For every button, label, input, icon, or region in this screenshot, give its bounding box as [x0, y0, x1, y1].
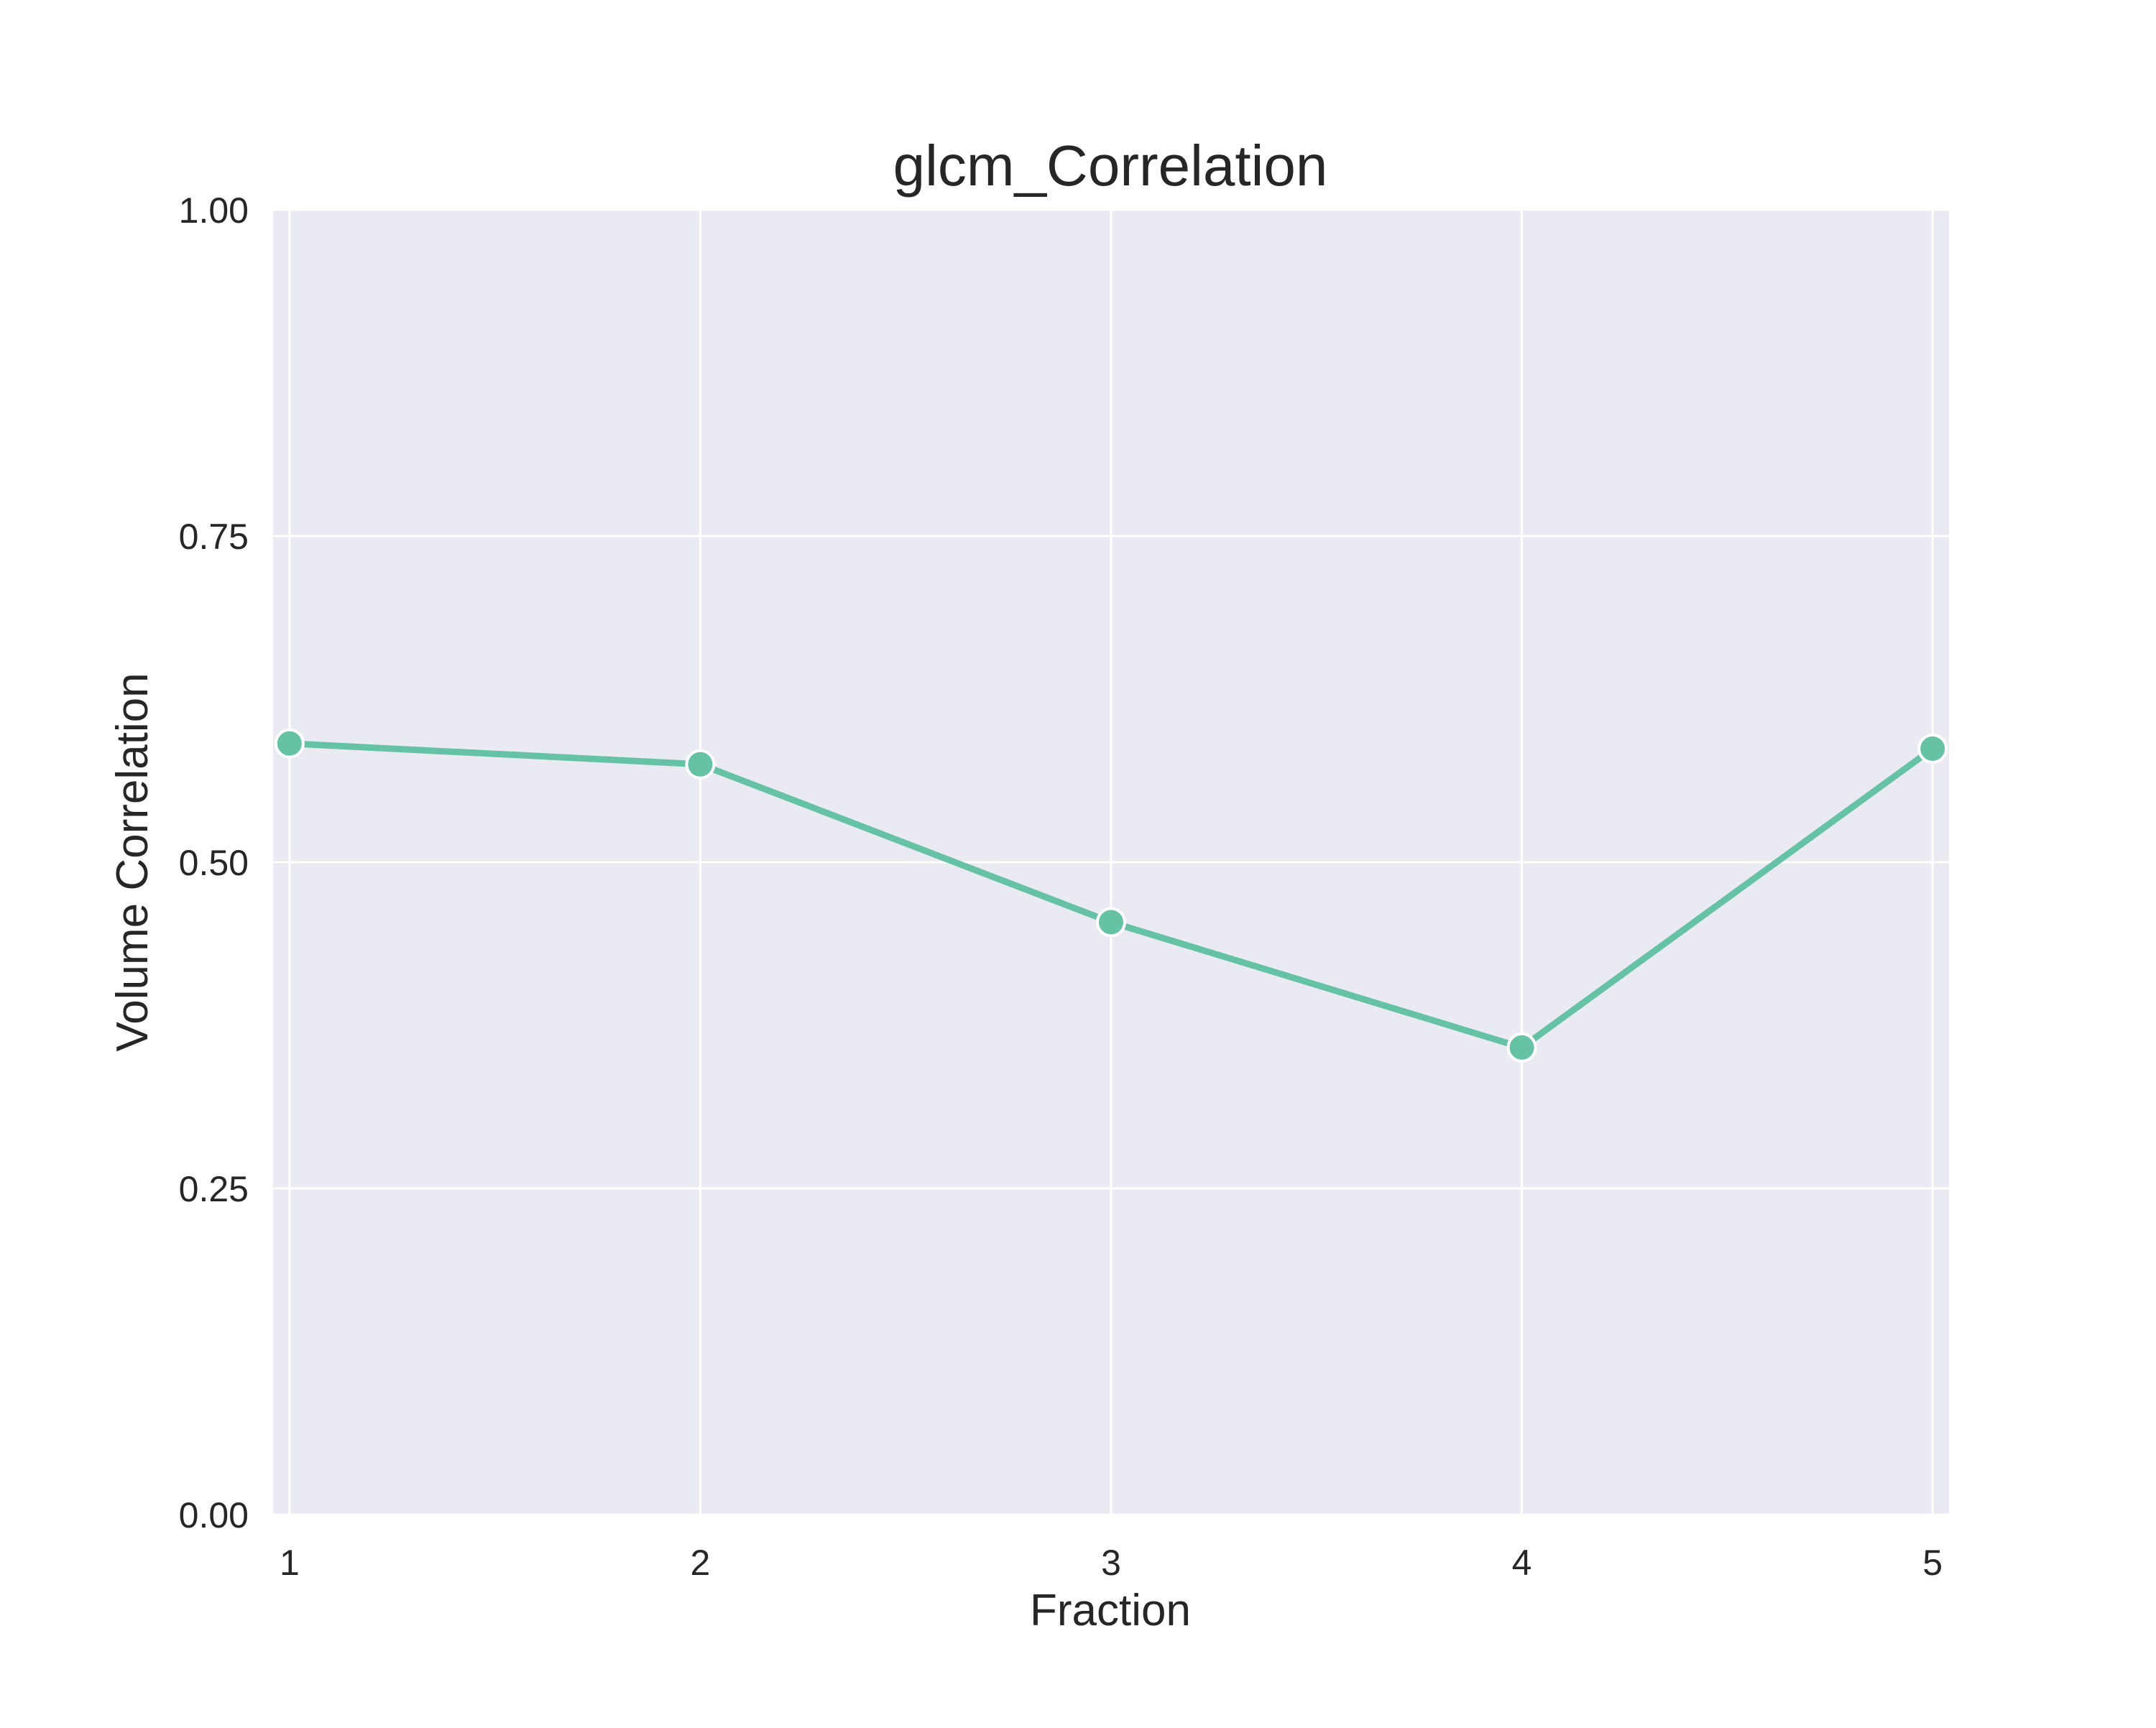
y-axis-label: Volume Correlation — [108, 673, 157, 1051]
y-tick-label: 0.00 — [179, 1495, 249, 1535]
data-point — [1506, 1032, 1537, 1063]
chart-title: glcm_Correlation — [893, 134, 1328, 198]
data-point — [685, 749, 716, 780]
x-tick-label: 1 — [280, 1543, 300, 1583]
x-tick-labels: 1 2 3 4 5 — [280, 1543, 1943, 1583]
x-tick-label: 3 — [1101, 1543, 1121, 1583]
data-point — [1917, 734, 1948, 764]
x-tick-label: 5 — [1922, 1543, 1943, 1583]
y-tick-labels: 0.00 0.25 0.50 0.75 1.00 — [179, 190, 249, 1535]
x-axis-label: Fraction — [1030, 1586, 1191, 1635]
data-point — [1096, 907, 1126, 938]
x-tick-label: 4 — [1512, 1543, 1532, 1583]
x-tick-label: 2 — [691, 1543, 711, 1583]
y-tick-label: 0.50 — [179, 843, 249, 883]
grid-lines — [273, 208, 1949, 1516]
series-layer — [274, 728, 1948, 1063]
y-tick-label: 0.25 — [179, 1169, 249, 1209]
y-tick-label: 0.75 — [179, 517, 249, 557]
y-tick-label: 1.00 — [179, 190, 249, 231]
data-point — [274, 728, 305, 759]
